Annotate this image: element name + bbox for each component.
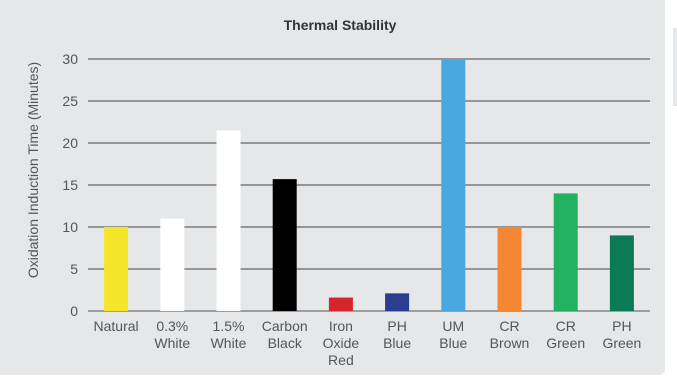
bars xyxy=(104,59,634,311)
y-axis-ticks: 0 5 10 15 20 25 30 xyxy=(62,51,78,319)
bar xyxy=(104,227,129,311)
y-tick-label: 5 xyxy=(70,261,78,277)
y-axis-label: Oxidation Induction Time (Minutes) xyxy=(25,62,41,278)
x-tick-label: CR Green xyxy=(546,318,585,351)
side-tab xyxy=(673,28,677,106)
bar xyxy=(497,227,522,311)
x-tick-label: Iron Oxide Red xyxy=(323,318,360,368)
y-tick-label: 10 xyxy=(62,219,78,235)
bar xyxy=(441,59,466,311)
bar xyxy=(328,297,353,311)
x-tick-label: PH Green xyxy=(602,318,641,351)
x-tick-label: UM Blue xyxy=(439,318,467,351)
y-tick-label: 0 xyxy=(70,303,78,319)
bar xyxy=(609,235,634,311)
x-tick-label: CR Brown xyxy=(490,318,530,351)
bar-chart: Thermal Stability Oxidation Induction Ti… xyxy=(25,17,650,368)
bar xyxy=(216,130,241,311)
y-tick-label: 15 xyxy=(62,177,78,193)
chart-panel: Thermal Stability Oxidation Induction Ti… xyxy=(0,0,665,375)
x-axis-labels: Natural 0.3% White 1.5% White Carbon Black Iron… xyxy=(94,318,642,368)
x-tick-label: 1.5% White xyxy=(211,318,247,351)
x-tick-label: Natural xyxy=(94,318,139,334)
bar xyxy=(553,193,578,311)
x-tick-label: 0.3% White xyxy=(154,318,190,351)
y-tick-label: 25 xyxy=(62,93,78,109)
y-tick-label: 20 xyxy=(62,135,78,151)
y-tick-label: 30 xyxy=(62,51,78,67)
bar xyxy=(272,179,297,311)
bar xyxy=(160,218,185,311)
x-tick-label: Carbon Black xyxy=(262,318,308,351)
x-tick-label: PH Blue xyxy=(383,318,411,351)
bar xyxy=(385,293,410,311)
chart-title: Thermal Stability xyxy=(284,17,397,33)
